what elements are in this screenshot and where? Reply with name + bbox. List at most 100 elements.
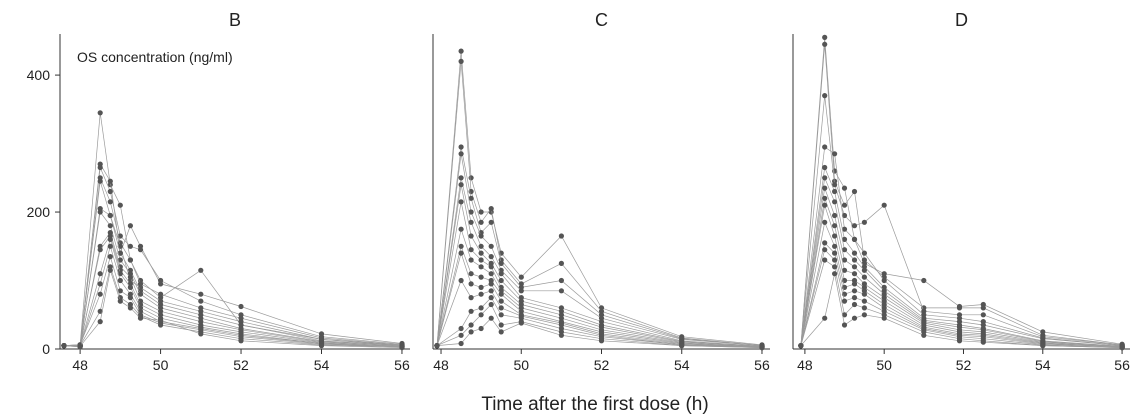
data-point — [841, 322, 848, 328]
y-tick-label: 400 — [27, 67, 51, 83]
series-5 — [798, 164, 1125, 349]
data-point — [861, 305, 868, 311]
data-point — [478, 312, 484, 318]
data-point — [137, 291, 144, 297]
series-line — [63, 181, 403, 346]
x-tick-label: 48 — [72, 357, 88, 373]
x-tick-label: 48 — [433, 357, 449, 373]
data-point — [498, 312, 504, 318]
data-point — [759, 345, 765, 351]
series-1 — [61, 110, 405, 349]
data-point — [158, 291, 164, 297]
data-point — [158, 317, 164, 323]
data-point — [488, 243, 494, 249]
data-point — [841, 298, 848, 304]
data-point — [107, 267, 113, 273]
data-point — [851, 236, 858, 242]
series-line — [800, 44, 1123, 346]
data-point — [851, 257, 858, 263]
data-point — [498, 260, 504, 266]
data-point — [468, 322, 474, 328]
data-point — [822, 93, 828, 99]
data-point — [518, 288, 524, 294]
data-point — [468, 219, 474, 225]
series-4 — [798, 144, 1125, 349]
data-point — [956, 338, 963, 344]
data-point — [498, 277, 504, 284]
data-point — [1119, 345, 1125, 351]
series-line — [800, 187, 1123, 347]
data-point — [851, 264, 858, 270]
data-point — [458, 182, 464, 188]
data-point — [434, 343, 440, 349]
series-10 — [61, 236, 405, 350]
data-point — [97, 281, 103, 287]
data-point — [841, 202, 848, 208]
data-point — [478, 250, 484, 256]
data-point — [822, 175, 828, 181]
data-point — [478, 264, 484, 270]
data-point — [97, 271, 103, 277]
data-point — [822, 195, 828, 201]
data-point — [832, 223, 838, 229]
series-line — [800, 95, 1123, 346]
data-point — [851, 271, 858, 277]
data-point — [488, 301, 494, 308]
data-point — [107, 243, 113, 249]
series-line — [63, 231, 403, 347]
data-point — [598, 338, 605, 344]
data-point — [458, 226, 464, 232]
data-point — [881, 277, 887, 284]
data-point — [458, 199, 464, 205]
series-line — [800, 205, 1123, 348]
data-point — [468, 209, 474, 215]
data-point — [61, 343, 67, 349]
series-line — [800, 176, 1123, 347]
data-point — [518, 320, 524, 326]
data-point — [488, 281, 494, 287]
y-axis-label: OS concentration (ng/ml) — [77, 49, 233, 65]
series-line — [800, 273, 1123, 348]
data-point — [851, 281, 858, 287]
data-point — [458, 340, 464, 347]
data-point — [881, 315, 887, 321]
data-point — [107, 199, 113, 205]
x-tick-label: 48 — [797, 357, 813, 373]
data-point — [861, 257, 868, 263]
data-point — [458, 48, 464, 54]
y-tick-label: 0 — [42, 341, 50, 357]
data-point — [97, 308, 103, 314]
data-point — [468, 195, 474, 201]
data-point — [468, 329, 474, 335]
data-point — [851, 288, 858, 294]
data-point — [488, 315, 494, 321]
series-line — [800, 221, 1123, 348]
data-point — [97, 291, 103, 297]
data-point — [558, 332, 565, 338]
data-point — [488, 271, 494, 277]
data-point — [851, 301, 858, 308]
data-point — [107, 212, 113, 219]
series-line — [63, 207, 403, 348]
data-point — [832, 271, 838, 277]
data-point — [832, 182, 838, 188]
x-tick-label: 56 — [1114, 357, 1130, 373]
data-point — [832, 264, 838, 270]
data-point — [498, 305, 504, 311]
data-point — [841, 185, 848, 191]
data-point — [822, 257, 828, 263]
series-2 — [798, 41, 1125, 349]
data-point — [498, 291, 504, 297]
data-point — [468, 233, 474, 239]
data-point — [851, 223, 858, 229]
series-line — [63, 255, 403, 348]
data-point — [861, 250, 868, 256]
data-point — [97, 209, 103, 215]
data-point — [158, 277, 164, 284]
data-point — [127, 305, 133, 311]
data-point — [832, 250, 838, 256]
data-point — [97, 164, 103, 171]
data-point — [238, 338, 244, 344]
data-point — [841, 312, 848, 318]
